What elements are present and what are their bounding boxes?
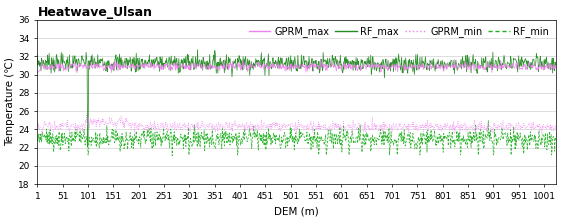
Text: Heatwave_Ulsan: Heatwave_Ulsan [38,6,153,19]
Legend: GPRM_max, RF_max, GPRM_min, RF_min: GPRM_max, RF_max, GPRM_min, RF_min [247,25,551,39]
X-axis label: DEM (m): DEM (m) [274,206,319,216]
Y-axis label: Temperature (℃): Temperature (℃) [6,57,16,147]
